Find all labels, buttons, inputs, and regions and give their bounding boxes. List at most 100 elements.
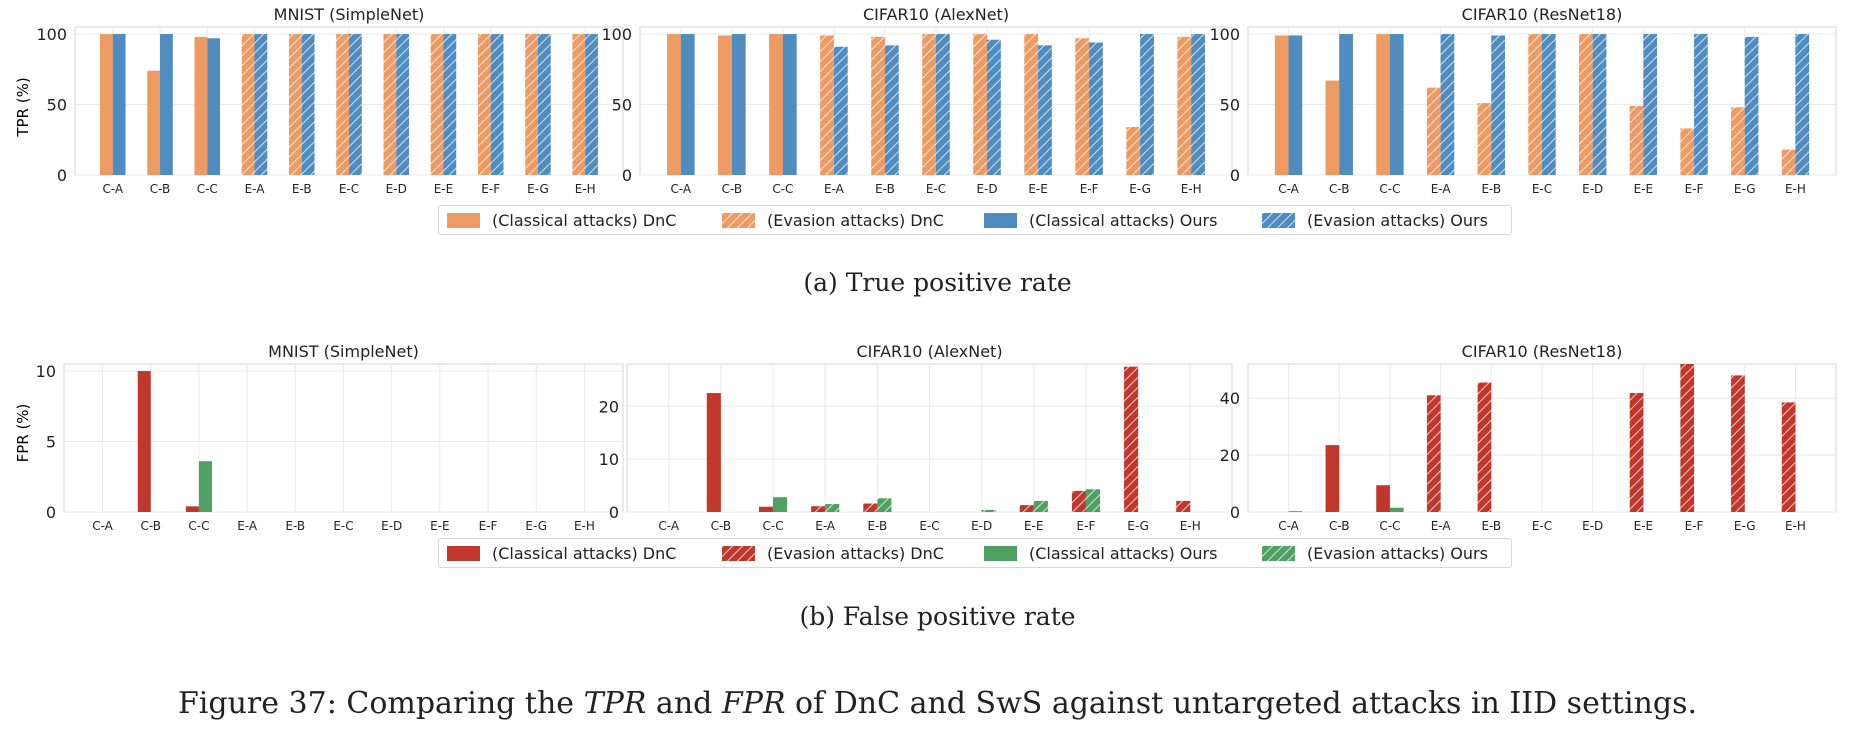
bar-ours-e-b	[884, 45, 899, 176]
x-tick-label: C-B	[722, 182, 743, 196]
bar-dnc-c-c	[185, 506, 199, 512]
tpr-legend: (Classical attacks) DnC (Evasion attacks…	[438, 205, 1512, 235]
bar-ours-e-a	[833, 46, 848, 175]
x-tick-label: E-A	[1431, 519, 1452, 533]
figure-caption-prefix: Figure 37: Comparing the	[177, 686, 584, 721]
bar-ours-e-b	[1491, 35, 1505, 176]
x-tick-label: C-A	[102, 182, 123, 196]
x-tick-label: E-G	[1127, 519, 1149, 533]
bar-dnc-e-e	[1629, 105, 1644, 175]
x-tick-label: E-D	[1582, 182, 1603, 196]
x-tick-label: C-A	[1278, 182, 1299, 196]
bar-dnc-e-g	[1126, 127, 1141, 175]
legend-label: (Classical attacks) Ours	[1029, 211, 1218, 230]
bar-dnc-e-b	[289, 34, 302, 175]
bar-dnc-e-a	[1426, 87, 1441, 175]
bar-dnc-e-f	[1680, 364, 1695, 512]
bar-dnc-e-h	[1781, 402, 1796, 512]
bar-ours-e-g	[1140, 34, 1154, 175]
bar-ours-e-f	[1089, 42, 1103, 175]
bar-dnc-e-a	[241, 34, 255, 175]
y-tick-label: 0	[609, 503, 619, 522]
bar-ours-e-a	[1440, 34, 1455, 175]
y-tick-label: 100	[1209, 25, 1240, 44]
x-tick-label: E-D	[1582, 519, 1603, 533]
chart-title: CIFAR10 (ResNet18)	[1462, 342, 1623, 361]
legend-label: (Classical attacks) DnC	[492, 544, 677, 563]
bar-dnc-c-b	[706, 393, 721, 512]
y-tick-label: 20	[1220, 446, 1240, 465]
bar-dnc-e-b	[1477, 382, 1492, 512]
chart-panel-2: 0 50 100 C-A C-B C-C E-A E-B E-C E-D E-E E-F E-G E-H C…	[601, 5, 1233, 196]
bar-dnc-c-a	[667, 34, 681, 175]
bar-ours-e-b	[301, 34, 315, 175]
x-tick-label: C-A	[670, 182, 691, 196]
bar-ours-c-c	[782, 34, 797, 175]
x-tick-label: E-B	[285, 519, 305, 533]
bar-ours-c-b	[1339, 34, 1353, 175]
x-tick-label: E-A	[815, 519, 836, 533]
bar-dnc-c-b	[147, 70, 161, 175]
bar-dnc-e-d	[973, 34, 988, 175]
x-tick-label: E-A	[245, 182, 266, 196]
figure-caption-fpr: FPR	[721, 686, 786, 721]
x-tick-label: C-B	[150, 182, 171, 196]
x-tick-label: E-B	[867, 519, 887, 533]
tpr-legend-item-evasion-dnc: (Evasion attacks) DnC	[722, 211, 944, 230]
bar-dnc-c-b	[1325, 80, 1340, 175]
legend-swatch	[447, 213, 480, 228]
x-tick-label: E-C	[1532, 519, 1552, 533]
chart-panel-1: 0 50 100 C-A C-B C-C E-A E-B E-C E-D E-E E-F E-G E-H M…	[36, 5, 624, 196]
x-tick-label: C-B	[711, 519, 732, 533]
legend-swatch	[984, 546, 1017, 561]
bar-dnc-e-d	[383, 34, 397, 175]
x-tick-label: E-G	[1129, 182, 1151, 196]
legend-swatch	[1262, 213, 1295, 228]
tpr-subcaption: (a) True positive rate	[803, 268, 1072, 297]
bar-ours-e-c	[349, 34, 362, 175]
bar-dnc-c-b	[718, 35, 732, 176]
x-tick-label: E-G	[1734, 519, 1756, 533]
bar-ours-c-c	[198, 461, 212, 512]
bar-ours-c-c	[1389, 507, 1404, 512]
x-tick-label: E-C	[926, 182, 946, 196]
y-tick-label: 0	[1230, 166, 1240, 185]
x-tick-label: E-E	[430, 519, 450, 533]
x-tick-label: E-H	[1181, 182, 1202, 196]
fpr-legend-item-evasion-dnc: (Evasion attacks) DnC	[722, 544, 944, 563]
x-tick-label: E-D	[971, 519, 992, 533]
bar-dnc-e-f	[1071, 490, 1086, 512]
x-tick-label: C-C	[762, 519, 783, 533]
x-tick-label: E-G	[525, 519, 547, 533]
x-tick-label: E-G	[527, 182, 549, 196]
bar-dnc-e-g	[1731, 375, 1745, 512]
bar-ours-e-e	[1033, 500, 1048, 512]
bar-ours-e-d	[987, 39, 1001, 175]
bar-ours-e-a	[825, 504, 840, 512]
bar-ours-c-c	[207, 38, 221, 176]
bar-dnc-c-b	[137, 371, 151, 512]
x-tick-label: E-E	[1634, 182, 1654, 196]
bar-ours-e-e	[443, 34, 457, 175]
x-tick-label: E-E	[434, 182, 454, 196]
bar-dnc-e-c	[922, 34, 936, 175]
legend-label: (Classical attacks) DnC	[492, 211, 677, 230]
y-tick-label: 50	[1220, 96, 1240, 115]
bar-dnc-c-a	[1274, 35, 1289, 176]
chart-panel-5: 0 10 20 C-A C-B C-C E-A E-B E-C E-D E-E E-F E-G E-H CI…	[599, 342, 1233, 533]
x-tick-label: E-G	[1734, 182, 1756, 196]
x-tick-label: E-B	[875, 182, 895, 196]
bar-dnc-e-e	[1019, 505, 1034, 512]
tpr-legend-item-evasion-ours: (Evasion attacks) Ours	[1262, 211, 1488, 230]
y-tick-label: 100	[36, 25, 67, 44]
bar-ours-e-f	[1694, 34, 1708, 175]
bar-ours-e-g	[537, 34, 551, 175]
bar-dnc-e-e	[430, 34, 444, 175]
y-tick-label: 0	[46, 503, 56, 522]
y-tick-label: 5	[46, 433, 56, 452]
fpr-legend-item-classical-ours: (Classical attacks) Ours	[984, 544, 1217, 563]
bar-dnc-e-b	[1477, 103, 1492, 175]
tpr-y-axis-label: TPR (%)	[14, 77, 32, 137]
fpr-y-axis-label: FPR (%)	[14, 404, 32, 463]
x-tick-label: E-H	[1180, 519, 1201, 533]
